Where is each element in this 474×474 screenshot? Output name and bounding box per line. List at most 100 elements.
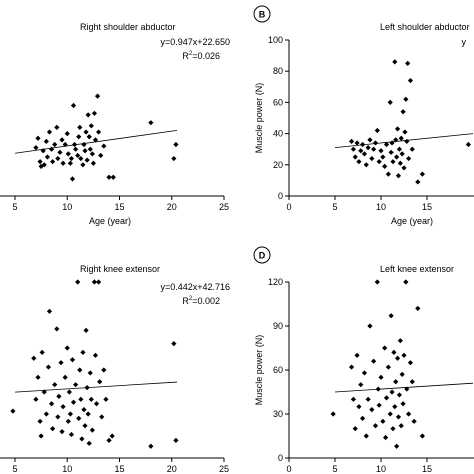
data-point bbox=[393, 137, 399, 143]
data-point bbox=[38, 433, 44, 439]
data-point bbox=[374, 279, 380, 285]
data-point bbox=[93, 401, 100, 407]
x-tick-label: 20 bbox=[167, 464, 177, 474]
data-point bbox=[380, 418, 386, 424]
data-point bbox=[96, 279, 102, 285]
data-point bbox=[54, 124, 60, 130]
r-squared: R2=0.002 bbox=[182, 296, 220, 306]
data-point bbox=[376, 159, 382, 165]
data-point bbox=[80, 162, 86, 168]
y-tick-label: 0 bbox=[278, 453, 283, 463]
data-point bbox=[398, 135, 404, 141]
data-point bbox=[396, 392, 402, 398]
data-point bbox=[81, 141, 87, 148]
y-axis-label: Muscle power (N) bbox=[254, 83, 264, 154]
regression-equation: y=0.442x+42.716 bbox=[160, 282, 230, 292]
data-point bbox=[57, 149, 63, 155]
y-tick-label: 0 bbox=[278, 191, 283, 201]
r-squared-label: R bbox=[182, 51, 189, 61]
data-point bbox=[41, 162, 47, 168]
data-point bbox=[46, 129, 53, 135]
data-point bbox=[85, 112, 91, 118]
data-point bbox=[65, 151, 71, 157]
data-point bbox=[46, 308, 53, 314]
data-point bbox=[348, 364, 355, 370]
data-point bbox=[99, 414, 105, 420]
data-point bbox=[70, 399, 77, 405]
data-point bbox=[394, 126, 401, 132]
x-tick-label: 10 bbox=[376, 202, 386, 212]
data-point bbox=[389, 140, 395, 146]
data-point bbox=[393, 379, 399, 385]
data-point bbox=[371, 146, 377, 152]
data-point bbox=[48, 146, 55, 152]
data-point bbox=[405, 60, 411, 66]
data-point bbox=[397, 160, 403, 166]
data-point bbox=[372, 140, 379, 146]
r-squared-sup: 2 bbox=[189, 296, 193, 302]
r-squared-sup: 2 bbox=[189, 51, 193, 57]
data-point bbox=[388, 149, 394, 155]
data-point bbox=[363, 433, 369, 439]
data-point bbox=[409, 379, 415, 385]
data-point bbox=[77, 124, 83, 130]
data-point bbox=[369, 155, 375, 162]
data-point bbox=[382, 345, 388, 351]
data-point bbox=[37, 418, 43, 424]
data-point bbox=[62, 141, 68, 148]
data-point bbox=[98, 152, 104, 159]
data-point bbox=[389, 389, 395, 395]
data-point bbox=[91, 279, 98, 285]
data-point bbox=[378, 374, 384, 380]
data-point bbox=[367, 137, 373, 143]
chart-title: Right knee extensor bbox=[80, 264, 160, 274]
data-point bbox=[401, 352, 407, 358]
data-point bbox=[171, 341, 177, 347]
data-point bbox=[411, 418, 417, 424]
data-point bbox=[66, 389, 72, 395]
data-point bbox=[387, 411, 393, 417]
chart-title: Left shoulder abductor bbox=[380, 22, 470, 32]
data-point bbox=[356, 159, 362, 165]
data-point bbox=[33, 145, 39, 151]
data-point bbox=[403, 96, 409, 102]
data-point bbox=[103, 396, 109, 402]
x-tick-label: 10 bbox=[62, 202, 72, 212]
y-tick-label: 90 bbox=[273, 321, 283, 331]
regression-equation: y=0.947x+22.650 bbox=[160, 37, 230, 47]
panel-letter: D bbox=[259, 251, 266, 261]
y-tick-label: 80 bbox=[273, 66, 283, 76]
data-point bbox=[87, 370, 93, 376]
data-point bbox=[365, 145, 371, 151]
x-axis-label: Age (year) bbox=[89, 216, 131, 226]
data-point bbox=[356, 404, 362, 410]
data-point bbox=[60, 404, 66, 410]
y-tick-label: 100 bbox=[268, 35, 283, 45]
data-point bbox=[403, 279, 409, 285]
data-point bbox=[367, 323, 373, 329]
data-point bbox=[89, 427, 95, 433]
data-point bbox=[92, 137, 99, 143]
data-point bbox=[392, 404, 398, 410]
r-squared-value: =0.002 bbox=[192, 296, 220, 306]
data-point bbox=[88, 123, 94, 129]
data-point bbox=[58, 360, 64, 366]
data-point bbox=[41, 389, 47, 395]
data-point bbox=[84, 385, 90, 391]
data-point bbox=[67, 160, 73, 166]
data-point bbox=[48, 401, 55, 407]
data-point bbox=[73, 382, 79, 388]
data-point bbox=[43, 411, 49, 417]
data-point bbox=[81, 407, 87, 413]
data-point bbox=[64, 131, 70, 137]
data-point bbox=[396, 146, 402, 152]
data-point bbox=[71, 141, 78, 148]
data-point bbox=[394, 443, 400, 449]
data-point bbox=[76, 415, 82, 421]
data-point bbox=[390, 426, 396, 432]
data-point bbox=[77, 367, 83, 373]
chart-panel-4: 0510150306090120Age (year)Muscle power (… bbox=[253, 246, 474, 474]
r-squared-label: R bbox=[182, 296, 189, 306]
data-point bbox=[79, 436, 85, 442]
data-point bbox=[101, 143, 107, 149]
